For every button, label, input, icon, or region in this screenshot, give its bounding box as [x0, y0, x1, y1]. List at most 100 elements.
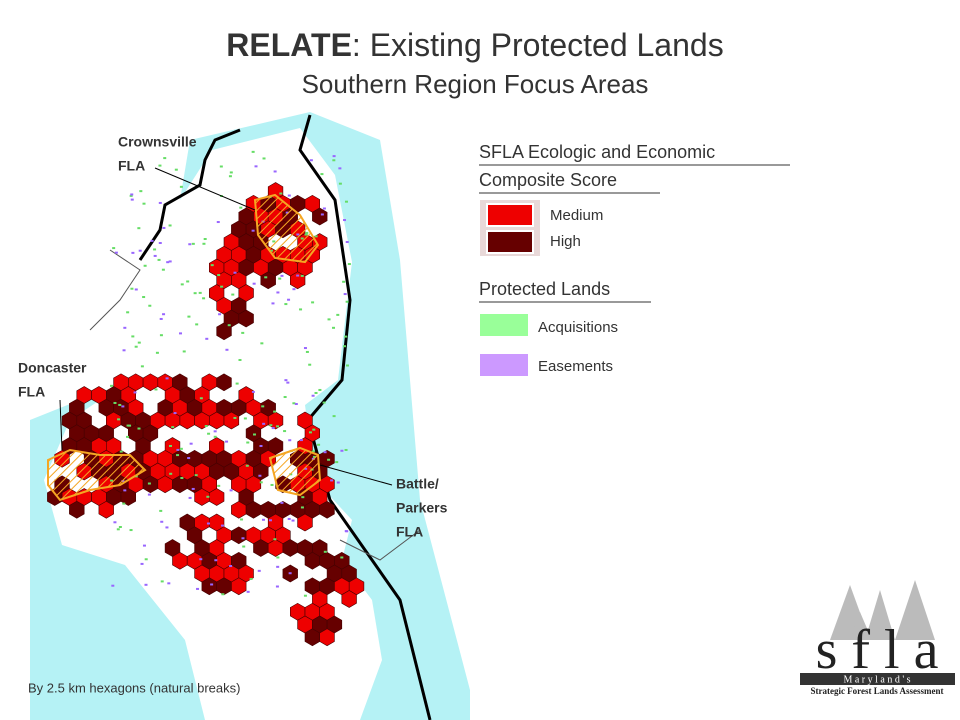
- acquisition-speck: [168, 444, 172, 447]
- easement-speck: [131, 251, 135, 254]
- easement-speck: [118, 525, 122, 528]
- acquisition-speck: [157, 258, 161, 261]
- legend-label: Acquisitions: [538, 319, 618, 336]
- easement-speck: [202, 297, 206, 300]
- acquisition-speck: [258, 474, 262, 477]
- acquisition-speck: [283, 430, 287, 433]
- acquisition-speck: [299, 308, 303, 311]
- acquisition-speck: [214, 559, 218, 562]
- hexagon: [341, 590, 357, 608]
- acquisition-speck: [271, 427, 275, 430]
- acquisition-speck: [179, 447, 183, 450]
- easement-speck: [286, 381, 290, 384]
- acquisition-speck: [133, 391, 137, 394]
- acquisition-speck: [311, 450, 315, 453]
- easement-speck: [343, 293, 347, 296]
- acquisition-speck: [112, 247, 116, 250]
- acquisition-speck: [203, 238, 207, 241]
- acquisition-speck: [179, 185, 183, 188]
- acquisition-speck: [110, 384, 114, 387]
- acquisition-speck: [318, 388, 322, 391]
- logo: s f l a M a r y l a n d ' s Strategic Fo…: [800, 580, 955, 696]
- map-labels: Crownsville FLA Doncaster FLA Battle/Parkers…: [18, 134, 448, 540]
- acquisition-speck: [342, 219, 346, 222]
- acquisition-speck: [238, 358, 242, 361]
- acquisition-speck: [291, 519, 295, 522]
- acquisition-speck: [137, 227, 141, 230]
- acquisition-speck: [251, 150, 255, 153]
- pointer-line: [319, 464, 393, 486]
- acquisition-speck: [239, 206, 243, 209]
- easement-speck: [121, 405, 125, 408]
- acquisition-speck: [130, 193, 134, 196]
- acquisition-speck: [123, 489, 127, 492]
- easement-speck: [205, 337, 209, 340]
- easement-speck: [287, 194, 291, 197]
- acquisition-speck: [168, 224, 172, 227]
- title: RELATE: Existing Protected Lands: [226, 27, 723, 63]
- acquisition-speck: [137, 341, 141, 344]
- acquisition-speck: [322, 401, 326, 404]
- easement-speck: [241, 537, 245, 540]
- easement-speck: [159, 334, 163, 337]
- acquisition-speck: [323, 550, 327, 553]
- easement-speck: [148, 304, 152, 307]
- easement-speck: [270, 483, 274, 486]
- map-label: Crownsville: [118, 134, 197, 150]
- acquisition-speck: [229, 171, 233, 174]
- easement-speck: [119, 450, 123, 453]
- acquisition-speck: [147, 493, 151, 496]
- acquisition-speck: [240, 518, 244, 521]
- acquisition-speck: [142, 202, 146, 205]
- easement-speck: [159, 509, 163, 512]
- acquisition-speck: [166, 261, 170, 264]
- county-boundary: [89, 249, 141, 331]
- acquisition-speck: [123, 326, 127, 329]
- acquisition-speck: [140, 365, 144, 368]
- hexagon: [209, 488, 225, 506]
- easement-speck: [300, 506, 304, 509]
- easement-speck: [220, 524, 224, 527]
- acquisition-speck: [288, 572, 292, 575]
- easement-speck: [332, 159, 336, 162]
- easement-speck: [311, 394, 315, 397]
- easement-speck: [332, 415, 336, 418]
- easement-speck: [233, 271, 237, 274]
- easement-speck: [168, 260, 172, 263]
- acquisition-speck: [243, 417, 247, 420]
- acquisition-speck: [292, 402, 296, 405]
- acquisition-speck: [206, 495, 210, 498]
- acquisition-speck: [338, 167, 342, 170]
- legend-label: High: [550, 233, 581, 250]
- pointer-line: [59, 399, 63, 451]
- easement-speck: [276, 291, 280, 294]
- acquisition-speck: [116, 528, 120, 531]
- acquisition-speck: [159, 317, 163, 320]
- acquisition-speck: [344, 335, 348, 338]
- focus-area-outline: [253, 193, 320, 264]
- acquisition-speck: [253, 433, 257, 436]
- legend-swatch: [486, 203, 534, 227]
- easement-speck: [340, 556, 344, 559]
- acquisition-speck: [314, 391, 318, 394]
- acquisition-speck: [180, 283, 184, 286]
- acquisition-speck: [187, 315, 191, 318]
- acquisition-speck: [342, 345, 346, 348]
- hexagon: [120, 488, 136, 506]
- easement-speck: [287, 298, 291, 301]
- acquisition-speck: [345, 241, 349, 244]
- easement-speck: [187, 457, 191, 460]
- acquisition-speck: [138, 249, 142, 252]
- focus-area-outline: [47, 448, 147, 502]
- acquisition-speck: [332, 326, 336, 329]
- hexagon: [216, 373, 232, 392]
- hexagon: [98, 500, 114, 519]
- hexagon: [231, 577, 247, 596]
- acquisition-speck: [147, 482, 151, 485]
- acquisition-speck: [276, 565, 280, 568]
- acquisition-speck: [139, 190, 143, 193]
- acquisition-speck: [169, 472, 173, 475]
- easement-speck: [246, 441, 250, 444]
- acquisition-speck: [276, 556, 280, 559]
